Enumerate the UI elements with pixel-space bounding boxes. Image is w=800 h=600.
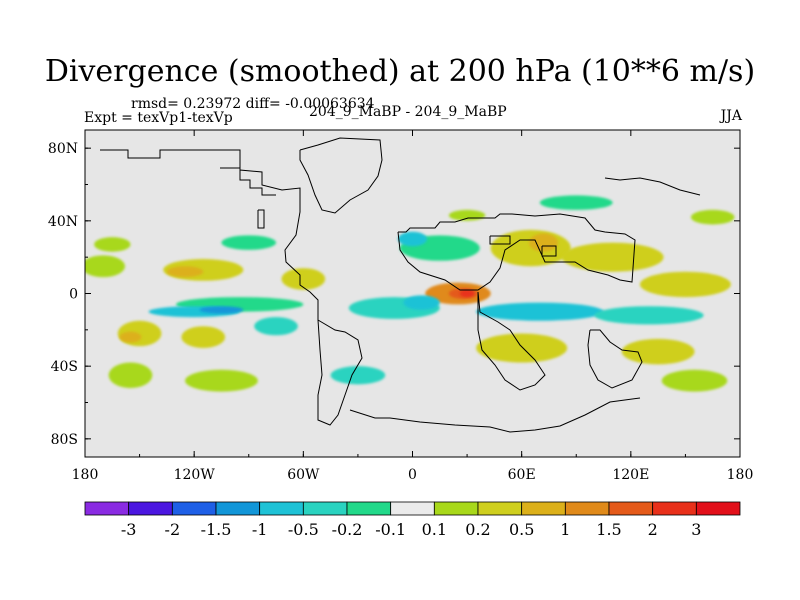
colorbar-label: -0.2 xyxy=(332,520,363,539)
experiment-label: Expt = texVp1-texVp xyxy=(84,110,233,126)
x-tick-label: 180 xyxy=(727,467,754,483)
season-label: JJA xyxy=(720,108,742,124)
coastline-segment xyxy=(317,319,363,426)
y-tick-label: 0 xyxy=(69,287,78,303)
field-blob xyxy=(108,362,153,388)
colorbar-swatch xyxy=(259,501,304,516)
colorbar-label: 1 xyxy=(560,520,570,539)
colorbar-swatch xyxy=(695,501,741,516)
chart-title: Divergence (smoothed) at 200 hPa (10**6 … xyxy=(44,54,756,89)
colorbar-swatch xyxy=(215,501,261,516)
colorbar-swatch xyxy=(521,501,566,516)
coastline-segment xyxy=(397,213,636,291)
colorbar-swatch xyxy=(608,501,654,516)
field-blob xyxy=(185,369,258,392)
colorbar-label: 2 xyxy=(648,520,658,539)
colorbar-label: 3 xyxy=(691,520,701,539)
field-blob xyxy=(181,326,226,348)
divergence-field xyxy=(85,195,735,392)
field-blob xyxy=(539,195,613,210)
colorbar-label: -1.5 xyxy=(201,520,232,539)
plot-background xyxy=(85,130,740,457)
colorbar-label: 0.2 xyxy=(465,520,490,539)
x-tick-label: 60E xyxy=(508,467,536,483)
colorbar-label: 0.5 xyxy=(509,520,534,539)
field-blob xyxy=(403,295,440,310)
field-blob xyxy=(119,331,142,343)
coastline-segment xyxy=(257,209,265,229)
y-tick-label: 40S xyxy=(51,359,78,375)
coastline-segment xyxy=(349,397,641,433)
field-blob xyxy=(490,229,571,267)
colorbar-label: -1 xyxy=(252,520,268,539)
field-blob xyxy=(476,302,604,321)
y-tick-label: 80S xyxy=(51,432,78,448)
coastline-segment xyxy=(604,177,701,196)
field-blob xyxy=(561,242,664,272)
rmsd-diff-stats: rmsd= 0.23972 diff= -0.00063634 xyxy=(131,96,375,112)
y-tick-label: 80N xyxy=(48,141,78,157)
colorbar-label: -2 xyxy=(165,520,181,539)
axes: 180 120W 60W 0 60E 120E 180 80N 40N 0 40S 80S xyxy=(48,130,753,483)
field-blob xyxy=(397,231,428,247)
run-comparison-label: 204_9_MaBP - 204_9_MaBP xyxy=(309,104,507,120)
field-blob xyxy=(661,369,728,392)
field-blob xyxy=(330,366,386,385)
colorbar-swatch xyxy=(564,501,610,516)
colorbar-swatch xyxy=(390,501,435,516)
colorbar-swatch xyxy=(171,501,217,516)
coastline-segment xyxy=(100,149,319,320)
coastline-segment xyxy=(587,329,643,389)
colorbar-swatch xyxy=(128,501,173,516)
colorbar-label: -3 xyxy=(121,520,137,539)
colorbar-label: 0.1 xyxy=(422,520,447,539)
field-blob xyxy=(639,271,731,298)
colorbar-swatch xyxy=(302,501,348,516)
field-blob xyxy=(528,233,559,252)
x-tick-label: 0 xyxy=(408,467,417,483)
coastline-segment xyxy=(220,167,276,196)
field-blob xyxy=(199,306,244,314)
field-blob xyxy=(281,268,326,290)
coastline-segment xyxy=(299,137,383,214)
colorbar-label: -0.1 xyxy=(375,520,406,539)
field-blob xyxy=(166,266,204,278)
x-tick-label: 60W xyxy=(287,467,320,483)
x-tick-label: 120E xyxy=(612,467,649,483)
field-blob xyxy=(254,317,298,336)
colorbar-label: 1.5 xyxy=(596,520,621,539)
colorbar-swatch xyxy=(477,501,523,516)
coastline-segment xyxy=(489,235,511,245)
field-blob xyxy=(85,255,126,278)
field-blob xyxy=(459,289,475,298)
coastline-segment xyxy=(477,291,546,391)
field-blob xyxy=(448,209,486,221)
x-tick-label: 120W xyxy=(174,467,216,483)
colorbar-swatch xyxy=(346,501,392,516)
field-blob xyxy=(690,209,735,225)
colorbar: -3 -2 -1.5 -1 -0.5 -0.2 -0.1 0.1 0.2 0.5 1 1.5 2 3 xyxy=(84,501,741,539)
colorbar-swatch xyxy=(433,501,479,516)
y-tick-label: 40N xyxy=(48,214,78,230)
coastline-segment xyxy=(541,245,557,257)
colorbar-swatch xyxy=(84,501,130,516)
colorbar-swatch xyxy=(652,501,697,516)
field-blob xyxy=(221,235,277,250)
x-tick-label: 180 xyxy=(72,467,99,483)
field-blob xyxy=(594,306,704,325)
field-blob xyxy=(476,333,568,363)
coastline-outline xyxy=(100,137,701,433)
colorbar-label: -0.5 xyxy=(288,520,319,539)
field-blob xyxy=(94,237,131,252)
